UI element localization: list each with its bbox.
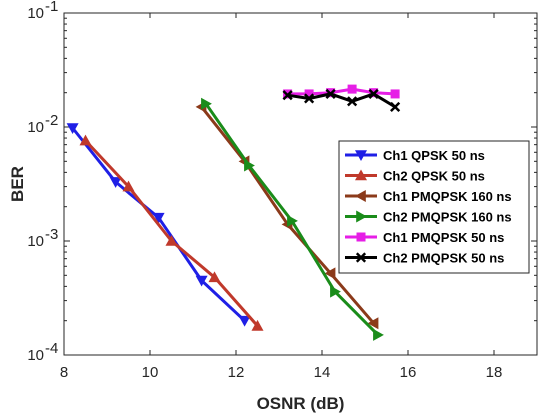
marker-triangle-right: [201, 97, 212, 110]
marker-triangle-right: [244, 159, 255, 172]
x-tick-label: 12: [228, 364, 245, 381]
marker-x-stroke: [390, 101, 401, 113]
legend-label: Ch1 PMQPSK 160 ns: [383, 189, 512, 204]
y-axis-title: BER: [8, 166, 27, 202]
marker-triangle-right: [373, 328, 384, 341]
legend-entry: Ch2 PMQPSK 50 ns: [345, 251, 504, 266]
legend-label: Ch2 PMQPSK 160 ns: [383, 210, 512, 225]
marker-triangle-up: [79, 134, 92, 146]
x-tick-label: 8: [60, 364, 68, 381]
marker-triangle-up: [208, 271, 221, 283]
marker-triangle-down: [66, 123, 79, 135]
marker-triangle-up: [122, 180, 135, 192]
series-0: [66, 123, 251, 327]
series-1: [79, 134, 264, 331]
marker-triangle-right: [287, 214, 298, 227]
marker-triangle-down: [152, 212, 165, 224]
legend-entry: Ch2 QPSK 50 ns: [345, 169, 485, 184]
y-tick-exponent: -2: [45, 112, 58, 129]
marker-triangle-right: [356, 210, 367, 223]
y-tick-label: 10: [27, 5, 44, 22]
y-tick-label: 10: [27, 233, 44, 250]
marker-triangle-left: [367, 317, 379, 330]
legend-label: Ch2 QPSK 50 ns: [383, 169, 485, 184]
marker-x-stroke: [347, 96, 358, 107]
legend: Ch1 QPSK 50 ns Ch2 QPSK 50 ns Ch1 PMQPSK 1…: [338, 140, 530, 274]
legend-entry: Ch1 QPSK 50 ns: [345, 148, 485, 163]
marker-square: [347, 84, 357, 94]
x-tick-label: 18: [486, 364, 503, 381]
legend-entry: Ch1 PMQPSK 160 ns: [345, 189, 512, 204]
marker-triangle-down: [195, 275, 208, 287]
legend-label: Ch1 QPSK 50 ns: [383, 148, 485, 163]
plot-frame: [63, 12, 538, 356]
marker-triangle-right: [330, 285, 341, 298]
y-tick-base: 10: [27, 347, 44, 364]
y-tick-label: 10: [27, 347, 44, 364]
marker-triangle-down: [355, 150, 367, 161]
marker-triangle-left: [355, 190, 366, 202]
legend-label: Ch2 PMQPSK 50 ns: [383, 251, 504, 266]
marker-triangle-up: [165, 235, 178, 246]
x-tick-label: 14: [314, 364, 331, 381]
x-tick-label: 10: [142, 364, 159, 381]
legend-entry: Ch1 PMQPSK 50 ns: [345, 230, 504, 245]
marker-triangle-down: [109, 177, 122, 188]
y-tick-exponent: -4: [45, 340, 58, 357]
y-tick-base: 10: [27, 119, 44, 136]
marker-x-stroke: [282, 90, 293, 101]
marker-x-stroke: [325, 88, 336, 100]
marker-x-stroke: [355, 252, 367, 263]
marker-triangle-down: [238, 315, 251, 327]
marker-triangle-up: [355, 169, 367, 181]
marker-x-stroke: [304, 93, 315, 104]
y-tick-base: 10: [27, 233, 44, 250]
y-tick-exponent: -1: [45, 0, 58, 15]
marker-square: [390, 89, 400, 99]
legend-box: [338, 140, 530, 274]
legend-entry: Ch2 PMQPSK 160 ns: [345, 210, 512, 225]
marker-square: [356, 232, 366, 242]
series-5: [282, 88, 401, 113]
marker-triangle-left: [324, 267, 336, 280]
y-tick-base: 10: [27, 5, 44, 22]
x-axis-title: OSNR (dB): [257, 394, 345, 413]
marker-x-stroke: [368, 88, 379, 100]
legend-label: Ch1 PMQPSK 50 ns: [383, 230, 504, 245]
x-tick-label: 16: [400, 364, 417, 381]
series-3: [201, 97, 384, 341]
marker-triangle-up: [251, 319, 264, 331]
series-layer: [66, 84, 401, 341]
marker-square: [304, 89, 314, 99]
y-tick-exponent: -3: [45, 226, 58, 243]
y-tick-label: 10: [27, 119, 44, 136]
